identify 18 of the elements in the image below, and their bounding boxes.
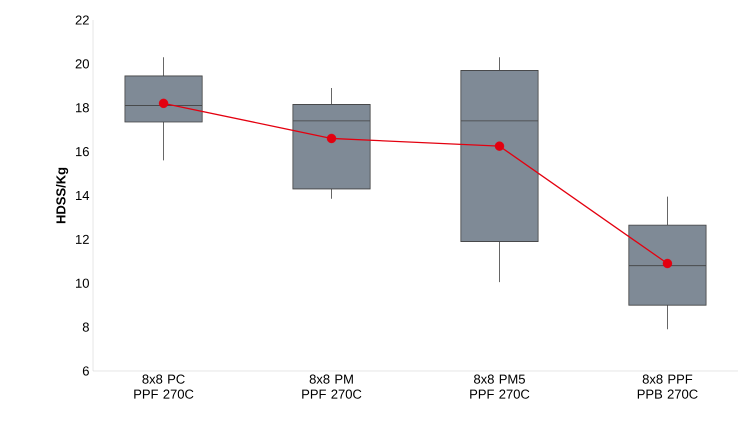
y-tick-label: 12 (76, 234, 89, 244)
x-tick-label: 8x8 PM5 PPF 270C (470, 374, 530, 399)
point (158, 98, 168, 108)
point (326, 134, 336, 144)
point (662, 258, 672, 268)
x-tick-label: 8x8 PPF PPB 270C (638, 374, 698, 399)
y-tick-label: 16 (76, 147, 89, 156)
y-tick-label: 8 (82, 322, 89, 332)
y-tick-label: 22 (76, 15, 89, 25)
y-tick-label: 20 (76, 59, 89, 68)
y-tick-label: 6 (82, 366, 89, 376)
y-tick-label: 10 (76, 278, 89, 288)
y-tick-label: 14 (76, 191, 90, 200)
x-tick-label: 8x8 PM PPF 270C (302, 374, 362, 399)
x-tick-label: 8x8 PC PPF 270C (134, 374, 194, 399)
y-tick-label: 18 (76, 103, 89, 112)
point (494, 141, 504, 151)
y-axis-title: HDSS/Kg (56, 168, 68, 224)
